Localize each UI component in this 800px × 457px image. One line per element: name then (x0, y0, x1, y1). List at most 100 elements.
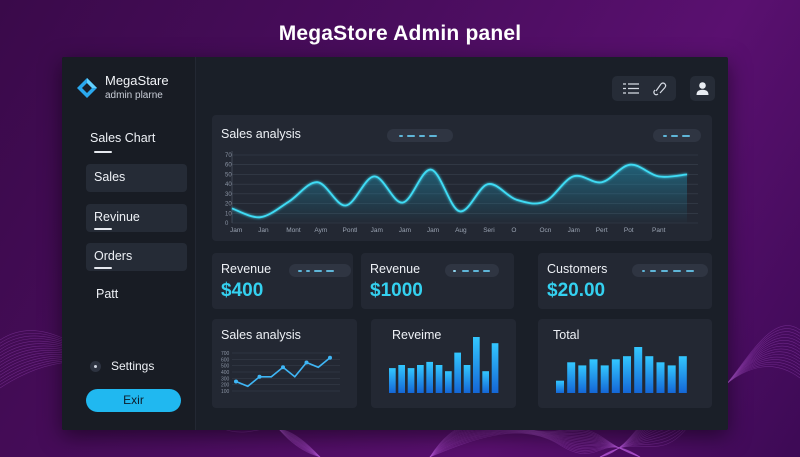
x-tick-label: Jan (258, 227, 269, 234)
x-tick-label: Seri (483, 227, 495, 234)
user-icon (696, 82, 709, 95)
user-avatar-button[interactable] (690, 76, 715, 101)
sidebar-item-label: Sales (94, 170, 126, 184)
y-tick-label: 50 (225, 172, 232, 178)
sales-chart-title: Sales analysis (221, 127, 301, 141)
x-tick-label: Aym (314, 227, 327, 234)
sales-line (231, 163, 688, 219)
reveime-card: Reveime (371, 319, 516, 408)
bar (556, 380, 564, 393)
mini-sales-analysis-card: Sales analysis 700 600 500 400 300 200 100 (212, 319, 357, 408)
bar (600, 365, 609, 393)
x-tick-label: Pontl (343, 227, 358, 234)
list-icon[interactable] (622, 80, 640, 97)
x-tick-label: Jam (399, 227, 411, 234)
data-point (304, 360, 309, 365)
x-tick-label: Aug (455, 227, 467, 234)
sales-area (232, 164, 687, 223)
diamond-logo-icon (77, 78, 97, 98)
x-tick-label: Ocn (539, 227, 551, 234)
x-tick-label: Mont (286, 227, 301, 234)
stat-value: $1000 (370, 280, 423, 301)
bar (634, 347, 643, 393)
page-headline: MegaStore Admin panel (278, 22, 522, 45)
bar (417, 365, 424, 393)
bar (445, 371, 452, 393)
bar (454, 352, 461, 393)
total-card: Total (538, 319, 712, 408)
bar (678, 356, 687, 393)
x-tick-label: Jam (371, 227, 383, 234)
y-tick-label: 100 (221, 389, 230, 395)
stat-card-revenue-2: Revenue $1000 (361, 253, 514, 309)
x-tick-label: Pant (652, 227, 666, 234)
bars-left-title: Reveime (392, 328, 442, 342)
y-tick-label: 200 (221, 383, 230, 389)
bar (567, 362, 576, 393)
item-underline (94, 151, 112, 153)
sidebar-item-label: Patt (96, 287, 119, 301)
y-tick-label: 60 (225, 163, 232, 169)
y-tick-label: 400 (221, 370, 230, 376)
data-point (234, 379, 238, 384)
bar (389, 368, 396, 393)
sidebar-item-label: Revinue (94, 210, 140, 224)
sidebar-item-revinue[interactable]: Revinue (86, 204, 187, 232)
stat-title: Revenue (221, 262, 272, 276)
x-tick-label: Jam (427, 227, 439, 234)
stat-title: Revenue (370, 262, 421, 276)
y-tick-label: 30 (225, 192, 232, 198)
y-tick-label: 0 (225, 221, 229, 227)
chart-filter-pill[interactable] (387, 129, 453, 142)
x-tick-label: Pert (596, 227, 608, 234)
mini-chart-title: Sales analysis (221, 328, 301, 342)
x-tick-label: Jam (230, 227, 242, 234)
y-tick-label: 20 (225, 202, 232, 208)
x-tick-label: Pot (624, 227, 634, 234)
bar (656, 362, 665, 393)
bar (578, 365, 587, 393)
y-tick-label: 70 (225, 153, 232, 159)
y-tick-label: 300 (221, 376, 230, 382)
settings-label: Settings (111, 359, 155, 373)
bar (623, 356, 631, 393)
total-bar-chart (556, 347, 687, 393)
admin-window: MegaStare admin plarne Sales Chart Sales… (62, 57, 728, 430)
bar (398, 365, 405, 393)
sales-analysis-card: Sales analysis 70 60 50 40 30 20 10 0 Jam Jan Mon… (212, 115, 712, 241)
bar (645, 356, 654, 393)
bar (407, 368, 415, 393)
y-tick-label: 700 (221, 351, 230, 357)
sidebar-item-orders[interactable]: Orders (86, 243, 187, 271)
y-tick-label: 40 (225, 182, 232, 188)
link-icon[interactable] (651, 80, 669, 97)
stat-pill[interactable] (289, 264, 351, 277)
sidebar: MegaStare admin plarne Sales Chart Sales… (62, 57, 196, 430)
bar (473, 337, 480, 393)
data-point (328, 355, 332, 360)
stat-pill[interactable] (632, 264, 708, 277)
exit-button[interactable]: Exir (86, 389, 181, 412)
sidebar-item-label: Orders (94, 249, 133, 263)
item-underline (94, 228, 112, 230)
stat-pill[interactable] (445, 264, 499, 277)
bar (491, 343, 499, 393)
y-tick-label: 10 (225, 211, 232, 217)
sidebar-item-patt[interactable]: Patt (86, 281, 187, 309)
sales-line-chart: 70 60 50 40 30 20 10 0 Jam Jan Mont Aym Pontl Jam Jam… (225, 151, 698, 234)
data-point (281, 365, 285, 370)
stat-value: $400 (221, 280, 264, 301)
sidebar-item-sales[interactable]: Sales (86, 164, 187, 192)
stat-card-customers: Customers $20.00 (538, 253, 712, 309)
chart-range-pill[interactable] (653, 129, 701, 142)
x-tick-label: Jam (568, 227, 580, 234)
stat-card-revenue: Revenue $400 (212, 253, 353, 309)
y-tick-label: 500 (221, 364, 230, 370)
settings-icon (90, 361, 101, 372)
settings-item[interactable]: Settings (86, 357, 187, 377)
bars-right-title: Total (553, 328, 580, 342)
sidebar-item-sales-chart[interactable]: Sales Chart (86, 125, 187, 153)
bar (611, 359, 620, 393)
bar (426, 361, 433, 393)
bar (589, 359, 598, 393)
